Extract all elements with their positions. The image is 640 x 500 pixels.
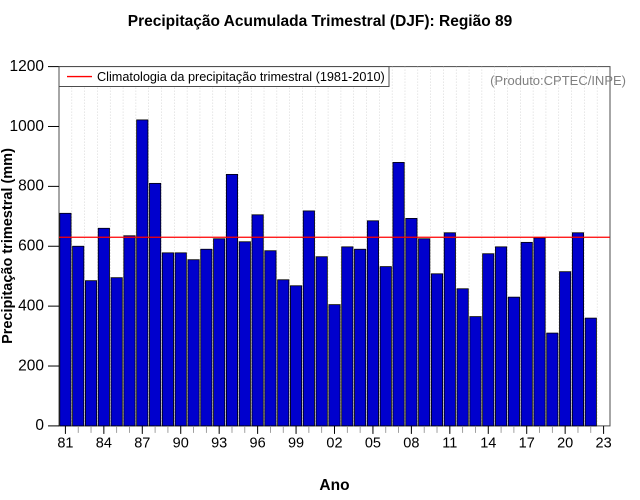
svg-text:Climatologia da precipitação t: Climatologia da precipitação trimestral … bbox=[97, 70, 385, 84]
svg-text:96: 96 bbox=[250, 435, 266, 451]
svg-text:11: 11 bbox=[442, 435, 457, 451]
svg-text:99: 99 bbox=[288, 435, 304, 451]
svg-text:90: 90 bbox=[173, 435, 189, 451]
svg-text:200: 200 bbox=[18, 357, 44, 374]
svg-text:400: 400 bbox=[18, 297, 44, 314]
svg-text:14: 14 bbox=[480, 435, 496, 451]
svg-text:81: 81 bbox=[57, 435, 73, 451]
svg-text:02: 02 bbox=[326, 435, 342, 451]
svg-text:08: 08 bbox=[403, 435, 419, 451]
svg-text:600: 600 bbox=[18, 238, 44, 255]
svg-text:20: 20 bbox=[557, 435, 573, 451]
svg-text:93: 93 bbox=[211, 435, 227, 451]
svg-text:17: 17 bbox=[519, 435, 535, 451]
svg-text:0: 0 bbox=[35, 417, 44, 434]
svg-text:23: 23 bbox=[596, 435, 612, 451]
svg-text:84: 84 bbox=[96, 435, 112, 451]
svg-text:05: 05 bbox=[365, 435, 381, 451]
svg-text:87: 87 bbox=[134, 435, 150, 451]
svg-text:800: 800 bbox=[18, 178, 44, 195]
